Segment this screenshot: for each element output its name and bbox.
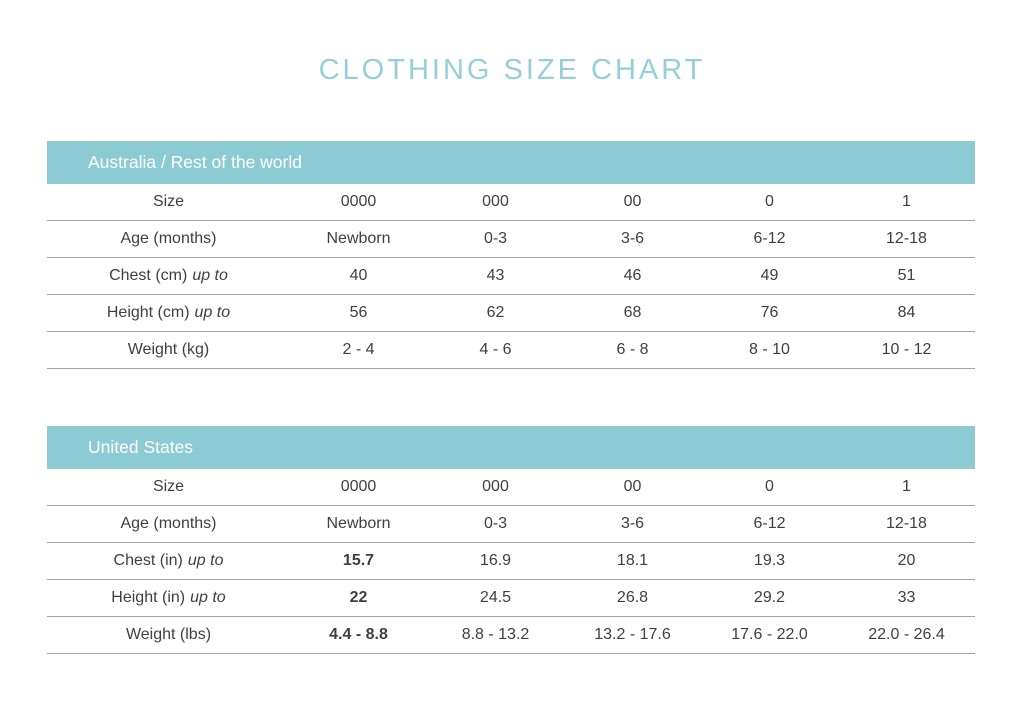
cell-value: 3-6: [620, 515, 645, 532]
cell-value: 00: [623, 193, 642, 210]
table-row: Size 0000 000 00 0 1: [47, 469, 975, 506]
cell-value: 49: [760, 267, 779, 284]
cell-value: Newborn: [326, 230, 391, 247]
cell-value: 76: [760, 304, 779, 321]
row-label: Weight (lbs): [125, 626, 212, 643]
cell-value: 6-12: [753, 515, 786, 532]
row-label: Weight (kg): [127, 341, 210, 358]
cell-value: 000: [482, 193, 509, 210]
row-label: Chest (cm) up to: [109, 267, 228, 284]
cell-value: 4 - 6: [479, 341, 512, 358]
cell-value: 18.1: [616, 552, 649, 569]
page-title: CLOTHING SIZE CHART: [318, 54, 706, 86]
cell-value: 0000: [340, 478, 377, 495]
cell-value: 17.6 - 22.0: [731, 626, 808, 643]
cell-value: 19.3: [753, 552, 786, 569]
table-header-band: Australia / Rest of the world: [47, 141, 975, 184]
cell-value: 62: [486, 304, 505, 321]
cell-value: 00: [623, 478, 642, 495]
table-header-band: United States: [47, 426, 975, 469]
row-label: Size: [152, 478, 185, 495]
cell-value: 56: [349, 304, 368, 321]
table-row: Chest (cm) up to 40 43 46 49 51: [47, 258, 975, 295]
table-row: Weight (lbs) 4.4 - 8.8 8.8 - 13.2 13.2 -…: [47, 617, 975, 654]
row-label: Age (months): [120, 515, 217, 532]
row-label: Height (cm) up to: [106, 304, 231, 321]
cell-value: 24.5: [479, 589, 512, 606]
cell-value: 33: [897, 589, 916, 606]
table-row: Weight (kg) 2 - 4 4 - 6 6 - 8 8 - 10 10 …: [47, 332, 975, 369]
row-label-suffix: up to: [190, 589, 226, 606]
table-row: Height (cm) up to 56 62 68 76 84: [47, 295, 975, 332]
cell-value: 6 - 8: [616, 341, 649, 358]
cell-value: 6-12: [753, 230, 786, 247]
cell-value: 0: [765, 478, 774, 495]
cell-value: 84: [897, 304, 916, 321]
cell-value: 43: [486, 267, 505, 284]
table-row: Chest (in) up to 15.7 16.9 18.1 19.3 20: [47, 543, 975, 580]
cell-value: 22: [349, 589, 368, 606]
row-label-suffix: up to: [194, 304, 231, 321]
row-label-suffix: up to: [192, 267, 228, 284]
table-header-title: Australia / Rest of the world: [88, 152, 302, 172]
cell-value: 1: [902, 193, 911, 210]
cell-value: 0: [765, 193, 774, 210]
table-row: Size 0000 000 00 0 1: [47, 184, 975, 221]
cell-value: 68: [623, 304, 642, 321]
cell-value: 20: [897, 552, 916, 569]
row-label: Size: [152, 193, 185, 210]
cell-value: 4.4 - 8.8: [329, 626, 388, 643]
cell-value: 0000: [340, 193, 377, 210]
cell-value: 12-18: [886, 230, 927, 247]
cell-value: 8.8 - 13.2: [461, 626, 530, 643]
table-row: Age (months) Newborn 0-3 3-6 6-12 12-18: [47, 221, 975, 258]
cell-value: 26.8: [616, 589, 649, 606]
cell-value: 16.9: [479, 552, 512, 569]
cell-value: 0-3: [483, 515, 508, 532]
cell-value: 29.2: [753, 589, 786, 606]
cell-value: 8 - 10: [749, 341, 790, 358]
row-label: Age (months): [120, 230, 217, 247]
cell-value: 40: [349, 267, 368, 284]
table-row: Height (in) up to 22 24.5 26.8 29.2 33: [47, 580, 975, 617]
cell-value: 0-3: [483, 230, 508, 247]
cell-value: 3-6: [620, 230, 645, 247]
row-label-suffix: up to: [187, 552, 224, 569]
cell-value: 12-18: [886, 515, 927, 532]
row-label: Height (in) up to: [111, 589, 226, 606]
cell-value: 51: [897, 267, 916, 284]
size-table-united-states: United States Size 0000 000 00 0 1 Age (…: [47, 426, 975, 654]
cell-value: 10 - 12: [881, 341, 932, 358]
cell-value: 1: [902, 478, 911, 495]
cell-value: Newborn: [326, 515, 391, 532]
cell-value: 2 - 4: [342, 341, 375, 358]
cell-value: 000: [482, 478, 509, 495]
cell-value: 22.0 - 26.4: [868, 626, 945, 643]
cell-value: 13.2 - 17.6: [594, 626, 671, 643]
row-label: Chest (in) up to: [113, 552, 224, 569]
cell-value: 15.7: [342, 552, 375, 569]
size-table-australia: Australia / Rest of the world Size 0000 …: [47, 141, 975, 369]
table-row: Age (months) Newborn 0-3 3-6 6-12 12-18: [47, 506, 975, 543]
table-header-title: United States: [88, 437, 194, 457]
cell-value: 46: [623, 267, 642, 284]
